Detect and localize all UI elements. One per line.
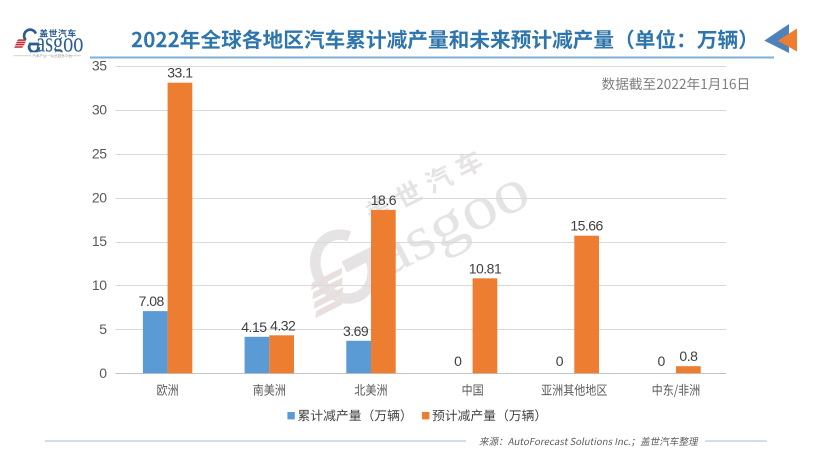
svg-text:35: 35 [92, 58, 107, 74]
svg-text:20: 20 [92, 189, 107, 205]
svg-text:10.81: 10.81 [469, 260, 502, 276]
svg-text:15: 15 [92, 233, 107, 249]
svg-text:18.6: 18.6 [371, 192, 397, 208]
svg-text:0: 0 [657, 353, 665, 369]
svg-text:0: 0 [556, 353, 564, 369]
svg-text:0: 0 [99, 365, 107, 381]
svg-text:10: 10 [92, 277, 107, 293]
svg-text:15.66: 15.66 [570, 218, 603, 234]
svg-text:25: 25 [92, 146, 107, 162]
svg-text:4.15: 4.15 [241, 319, 267, 335]
svg-text:7.08: 7.08 [139, 293, 165, 309]
svg-text:0: 0 [454, 353, 462, 369]
svg-text:5: 5 [99, 321, 107, 337]
svg-text:30: 30 [92, 102, 107, 118]
svg-text:3.69: 3.69 [343, 323, 369, 339]
svg-text:0.8: 0.8 [679, 348, 698, 364]
svg-text:33.1: 33.1 [167, 65, 193, 81]
svg-text:4.32: 4.32 [270, 317, 296, 333]
